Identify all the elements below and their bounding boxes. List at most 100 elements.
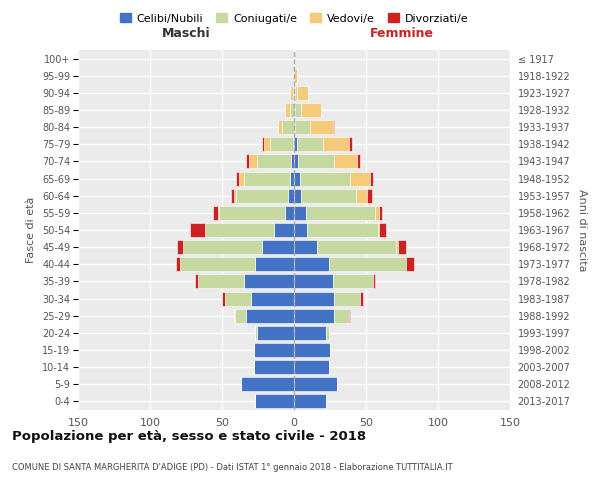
Bar (214, 206, 218, 220)
Bar (247, 308, 294, 322)
Bar (294, 172, 300, 185)
Bar (291, 154, 294, 168)
Bar (356, 188, 367, 202)
Bar (333, 120, 334, 134)
Y-axis label: Fasce di età: Fasce di età (26, 197, 37, 263)
Bar (294, 120, 295, 134)
Bar (290, 103, 294, 117)
Bar (297, 138, 323, 151)
Bar (197, 274, 244, 288)
Bar (350, 172, 370, 185)
Bar (225, 292, 251, 306)
Bar (218, 206, 219, 220)
Bar (329, 258, 406, 272)
Bar (233, 308, 235, 322)
Bar (288, 188, 294, 202)
Bar (250, 154, 257, 168)
Text: Femmine: Femmine (370, 26, 434, 40)
Bar (379, 223, 386, 237)
Bar (334, 308, 349, 322)
Bar (294, 68, 297, 82)
Bar (396, 240, 398, 254)
Bar (194, 274, 197, 288)
Bar (294, 103, 295, 117)
Bar (294, 258, 329, 272)
Bar (178, 240, 183, 254)
Bar (294, 223, 307, 237)
Bar (233, 188, 236, 202)
Bar (294, 394, 326, 408)
Bar (294, 206, 305, 220)
Bar (269, 138, 293, 151)
Bar (247, 154, 250, 168)
Bar (176, 258, 180, 272)
Bar (294, 326, 326, 340)
Bar (290, 172, 294, 185)
Bar (251, 292, 294, 306)
Bar (398, 240, 406, 254)
Bar (180, 258, 255, 272)
Bar (264, 138, 269, 151)
Bar (307, 223, 377, 237)
Bar (295, 86, 297, 100)
Bar (294, 154, 298, 168)
Bar (349, 138, 352, 151)
Text: Maschi: Maschi (161, 26, 211, 40)
Bar (255, 326, 257, 340)
Bar (255, 394, 294, 408)
Bar (283, 120, 294, 134)
Bar (278, 120, 283, 134)
Bar (333, 274, 373, 288)
Bar (294, 138, 297, 151)
Bar (294, 240, 317, 254)
Text: Popolazione per età, sesso e stato civile - 2018: Popolazione per età, sesso e stato civil… (12, 430, 366, 443)
Bar (294, 86, 295, 100)
Bar (379, 206, 382, 220)
Bar (406, 258, 413, 272)
Bar (294, 360, 329, 374)
Bar (310, 120, 333, 134)
Bar (305, 206, 374, 220)
Bar (190, 223, 205, 237)
Bar (236, 172, 239, 185)
Bar (370, 172, 373, 185)
Bar (230, 188, 233, 202)
Bar (334, 154, 358, 168)
Bar (373, 274, 374, 288)
Bar (377, 223, 379, 237)
Bar (254, 360, 294, 374)
Bar (294, 292, 334, 306)
Bar (301, 103, 322, 117)
Bar (349, 308, 350, 322)
Bar (236, 188, 288, 202)
Bar (219, 206, 286, 220)
Bar (241, 378, 294, 392)
Bar (360, 292, 363, 306)
Bar (255, 258, 294, 272)
Bar (294, 378, 337, 392)
Bar (262, 240, 294, 254)
Bar (239, 172, 244, 185)
Bar (294, 274, 333, 288)
Bar (257, 326, 294, 340)
Bar (286, 206, 294, 220)
Bar (286, 103, 290, 117)
Bar (298, 154, 334, 168)
Bar (295, 103, 301, 117)
Text: COMUNE DI SANTA MARGHERITA D'ADIGE (PD) - Dati ISTAT 1° gennaio 2018 - Elaborazi: COMUNE DI SANTA MARGHERITA D'ADIGE (PD) … (12, 463, 452, 472)
Bar (254, 343, 294, 357)
Bar (358, 154, 360, 168)
Bar (367, 188, 372, 202)
Bar (235, 308, 247, 322)
Bar (374, 206, 379, 220)
Bar (293, 86, 294, 100)
Bar (262, 138, 264, 151)
Bar (293, 138, 294, 151)
Bar (290, 86, 293, 100)
Bar (244, 172, 290, 185)
Bar (294, 188, 301, 202)
Bar (334, 292, 360, 306)
Y-axis label: Anni di nascita: Anni di nascita (577, 188, 587, 271)
Bar (323, 138, 349, 151)
Bar (294, 343, 330, 357)
